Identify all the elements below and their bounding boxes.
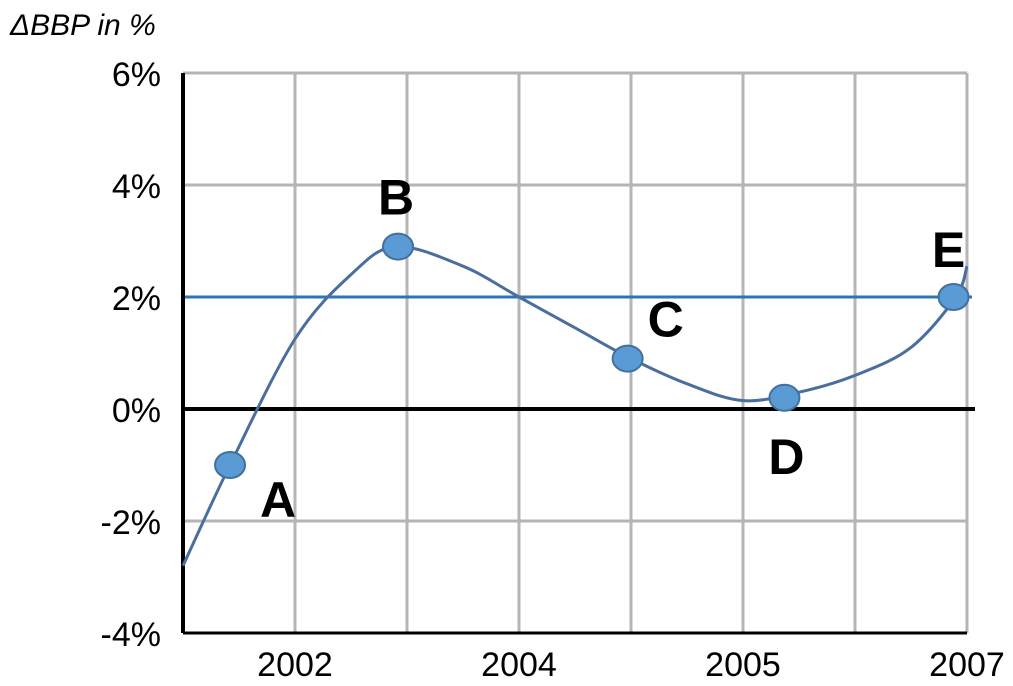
points: A B C D E	[214, 170, 970, 528]
point-label-c: C	[648, 292, 684, 348]
series-line	[181, 245, 969, 567]
y-tick-label: 0%	[112, 392, 161, 430]
x-ticks: 2002 2004 2005 2007	[257, 646, 1005, 684]
point-marker-e	[937, 283, 970, 311]
y-tick-label: 4%	[112, 168, 161, 206]
y-tick-label: 6%	[112, 56, 161, 94]
point-label-b: B	[378, 170, 414, 226]
x-tick-label: 2002	[257, 646, 333, 684]
y-axis-label: ΔBBP in %	[9, 9, 156, 42]
x-tick-label: 2004	[481, 646, 557, 684]
axes	[181, 73, 967, 635]
x-tick-label: 2007	[929, 646, 1005, 684]
point-label-d: D	[768, 429, 804, 485]
series	[181, 245, 969, 567]
y-tick-label: -2%	[101, 504, 161, 542]
point-marker-a	[214, 451, 247, 479]
reference-lines	[183, 295, 975, 411]
point-marker-c	[611, 344, 644, 373]
point-label-e: E	[932, 222, 965, 278]
point-marker-b	[382, 232, 415, 261]
x-tick-label: 2005	[705, 646, 781, 684]
point-marker-d	[768, 383, 801, 412]
y-tick-label: -4%	[101, 616, 161, 654]
y-ticks: 6% 4% 2% 0% -2% -4%	[101, 56, 161, 654]
y-tick-label: 2%	[112, 280, 161, 318]
grid	[181, 71, 969, 635]
point-label-a: A	[260, 472, 296, 528]
